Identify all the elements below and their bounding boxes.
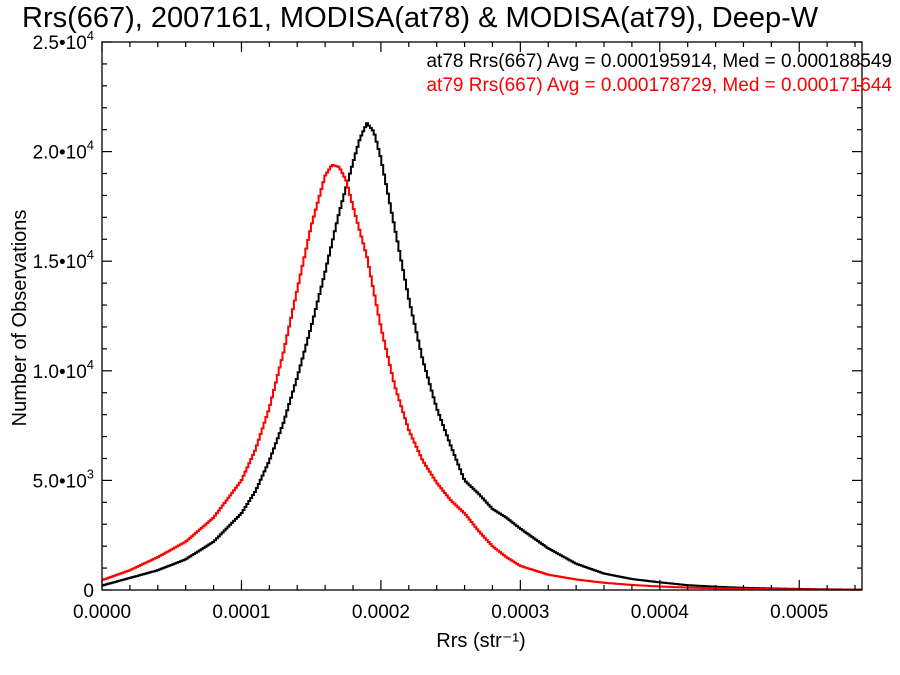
tick-layer — [101, 41, 862, 591]
series-line-1 — [102, 163, 862, 591]
y-tick-label: 1.5•104 — [33, 247, 94, 273]
x-tick-label: 0.0004 — [631, 602, 690, 623]
y-axis-label: Number of Observations — [9, 210, 31, 427]
y-tick-label: 1.0•104 — [33, 357, 94, 383]
plot-frame — [101, 41, 863, 591]
series-layer — [102, 122, 862, 591]
x-tick-label: 0.0001 — [212, 602, 270, 623]
series-line-0 — [102, 122, 862, 591]
x-axis-label: Rrs (str⁻¹) — [436, 630, 525, 652]
x-tick-label: 0.0005 — [770, 602, 828, 623]
legend-entry-1: at79 Rrs(667) Avg = 0.000178729, Med = 0… — [426, 75, 892, 96]
x-tick-label: 0.0003 — [491, 602, 549, 623]
y-tick-label: 2.5•104 — [33, 28, 94, 54]
y-tick-label: 5.0•103 — [33, 466, 94, 492]
y-tick-label: 2.0•104 — [33, 138, 94, 164]
plot-frame-layer — [101, 41, 863, 591]
legend: at78 Rrs(667) Avg = 0.000195914, Med = 0… — [426, 51, 892, 96]
tick-label-layer: 0.0000 0.0001 0.0002 0.0003 0.0004 0.0005 0 5.0… — [33, 28, 829, 623]
x-tick-label: 0.0002 — [352, 602, 410, 623]
legend-entry-0: at78 Rrs(667) Avg = 0.000195914, Med = 0… — [426, 51, 892, 72]
x-tick-label: 0.0000 — [73, 602, 131, 623]
y-tick-label: 0 — [83, 581, 94, 602]
chart-title: Rrs(667), 2007161, MODISA(at78) & MODISA… — [22, 2, 819, 34]
